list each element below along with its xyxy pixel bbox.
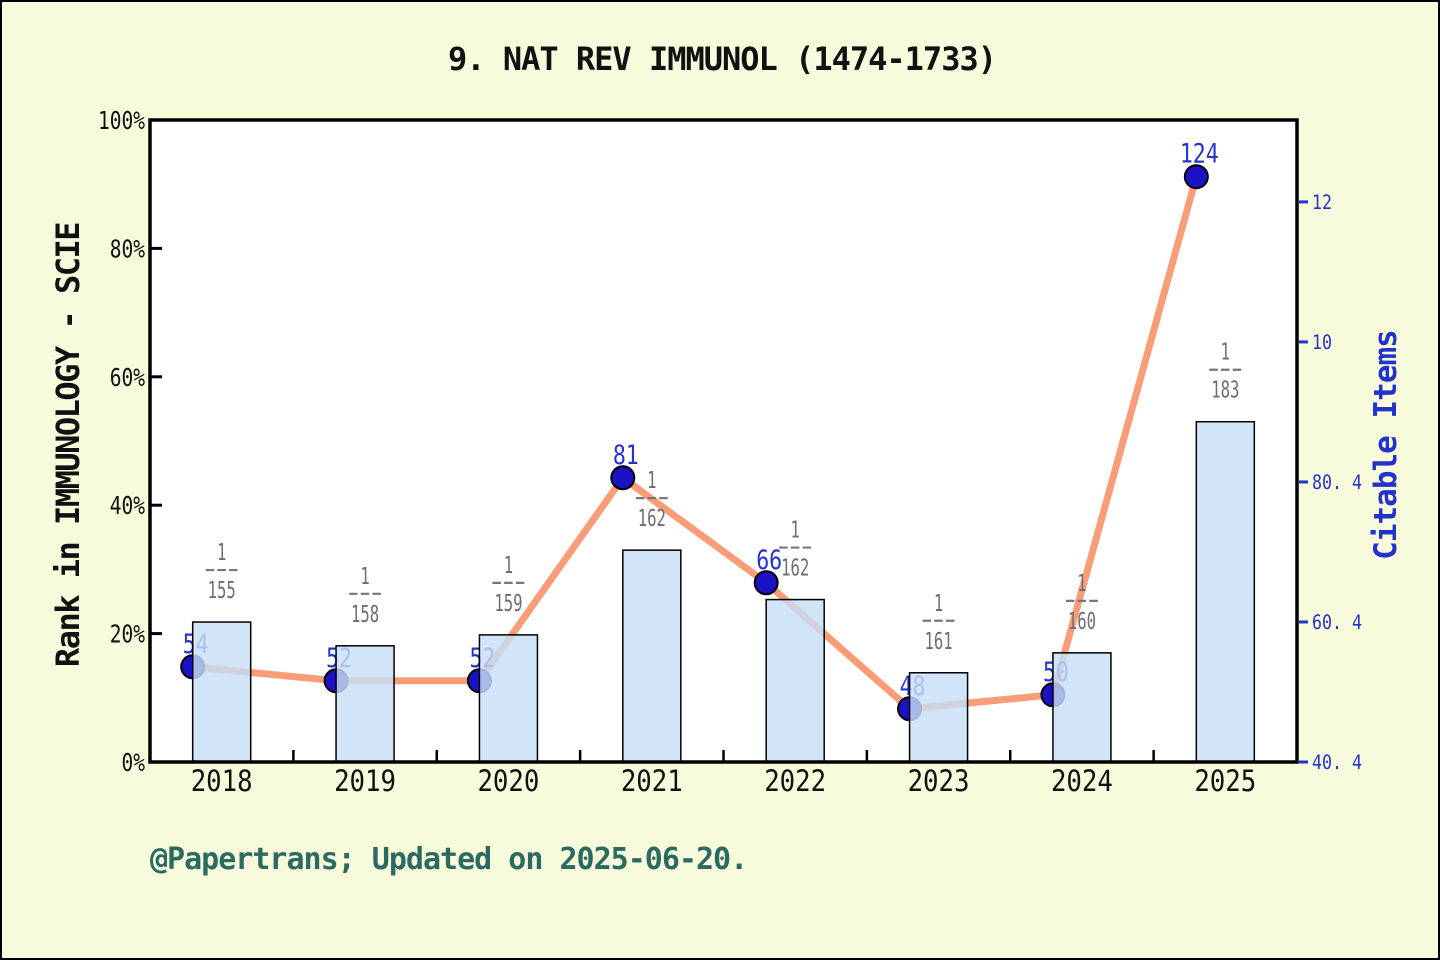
- value-label-2021: 81: [613, 440, 639, 471]
- right-tick-label-60. 4: 60. 4: [1312, 611, 1362, 634]
- rank-numerator-2021: 1: [647, 468, 656, 494]
- line-point-2022: [753, 570, 779, 596]
- rank-numerator-2019: 1: [360, 564, 369, 590]
- x-tick-label-2023: 2023: [908, 764, 970, 798]
- x-tick-label-2019: 2019: [334, 764, 396, 798]
- line-point-2021: [610, 465, 636, 491]
- rank-numerator-2020: 1: [504, 553, 513, 579]
- left-tick-label-40%: 40%: [110, 491, 145, 520]
- chart-title: 9. NAT REV IMMUNOL (1474-1733): [448, 40, 997, 78]
- value-label-2025: 124: [1180, 139, 1219, 170]
- bar-2018: [191, 621, 252, 763]
- left-tick-label-100%: 100%: [98, 106, 145, 135]
- right-tick-label-12: 12: [1312, 191, 1332, 214]
- right-tick-label-40. 4: 40. 4: [1312, 751, 1362, 774]
- bar-2021: [622, 549, 682, 763]
- line-point-2025: [1183, 164, 1209, 190]
- right-tick-label-10: 10: [1312, 331, 1332, 354]
- bar-2023: [908, 672, 969, 763]
- bar-2024: [1052, 652, 1112, 763]
- rank-numerator-2025: 1: [1221, 340, 1230, 366]
- rank-denominator-2022: 162: [781, 556, 809, 582]
- rank-numerator-2022: 1: [790, 518, 799, 544]
- rank-denominator-2019: 158: [351, 602, 379, 628]
- left-tick-label-60%: 60%: [110, 363, 145, 392]
- bar-2022: [765, 598, 825, 763]
- rank-numerator-2018: 1: [217, 540, 226, 566]
- bar-2019: [335, 645, 395, 763]
- rank-numerator-2024: 1: [1077, 571, 1086, 597]
- value-label-2022: 66: [756, 545, 782, 576]
- left-tick-label-80%: 80%: [110, 234, 145, 263]
- right-tick-label-80. 4: 80. 4: [1312, 471, 1362, 494]
- bar-2020: [478, 634, 539, 763]
- rank-denominator-2025: 183: [1211, 378, 1239, 404]
- rank-denominator-2021: 162: [638, 506, 666, 532]
- bar-2025: [1195, 420, 1256, 763]
- rank-numerator-2023: 1: [934, 591, 943, 617]
- x-tick-label-2021: 2021: [621, 764, 683, 798]
- x-tick-label-2020: 2020: [477, 764, 539, 798]
- x-tick-label-2025: 2025: [1194, 764, 1256, 798]
- left-tick-label-0%: 0%: [122, 748, 146, 777]
- x-tick-label-2022: 2022: [764, 764, 826, 798]
- x-tick-label-2018: 2018: [191, 764, 253, 798]
- left-tick-label-20%: 20%: [110, 620, 145, 649]
- rank-denominator-2018: 155: [208, 578, 236, 604]
- rank-denominator-2020: 159: [494, 591, 522, 617]
- rank-denominator-2023: 161: [924, 629, 952, 655]
- rank-denominator-2024: 160: [1068, 609, 1096, 635]
- x-tick-label-2024: 2024: [1051, 764, 1113, 798]
- plot-frame: [148, 118, 1299, 764]
- footer-credit: @Papertrans; Updated on 2025-06-20.: [150, 842, 748, 877]
